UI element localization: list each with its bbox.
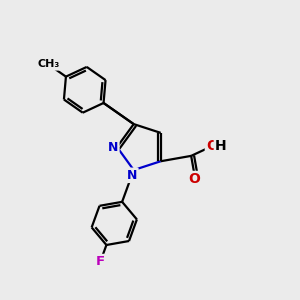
- Text: N: N: [127, 169, 137, 182]
- Text: N: N: [108, 141, 119, 154]
- Text: F: F: [96, 255, 105, 268]
- Text: CH₃: CH₃: [38, 59, 60, 70]
- Text: CH₃: CH₃: [38, 59, 59, 70]
- Text: H: H: [215, 139, 227, 153]
- Text: N: N: [127, 169, 137, 182]
- Text: H: H: [215, 139, 227, 153]
- Text: F: F: [96, 255, 105, 268]
- Text: O: O: [189, 172, 201, 186]
- Text: N: N: [108, 141, 119, 154]
- Text: O: O: [206, 139, 218, 153]
- Text: O: O: [206, 139, 218, 153]
- Text: O: O: [189, 172, 201, 186]
